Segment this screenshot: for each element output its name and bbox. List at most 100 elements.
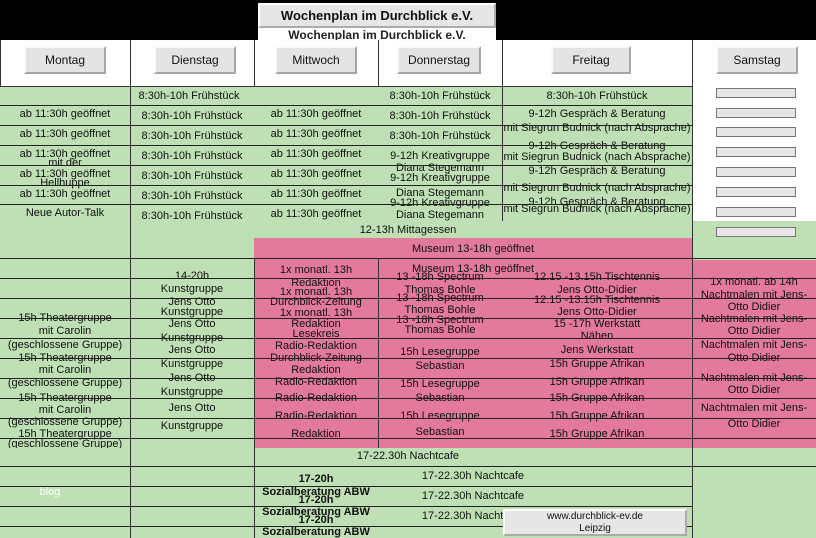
mittwoch-morning-1: ab 11:30h geöffnet: [270, 108, 362, 120]
day-cell-samstag: Samstag: [692, 40, 816, 86]
row-divider: [0, 358, 816, 359]
freitag-morning-8: mit Siegrun Budnick (nach Absprache): [503, 203, 691, 215]
mittwoch-afternoon-5: 1x monatl. 13h: [279, 307, 353, 319]
donnerstag-morning-7: 9-12h Kreativgruppe: [390, 197, 490, 209]
samstag-slot-3[interactable]: [716, 127, 796, 137]
montag-morning-1: ab 11:30h geöffnet: [19, 108, 111, 120]
row-divider: [0, 125, 692, 126]
row-divider: [0, 506, 692, 507]
samstag-slot-2[interactable]: [716, 108, 796, 118]
freitag-afternoon-7: Jens Werkstatt: [560, 344, 634, 356]
samstag-slot-7[interactable]: [716, 207, 796, 217]
mittwoch-evening-3: 17-20h: [298, 494, 334, 506]
donnerstag-morning-5: 9-12h Kreativgruppe: [390, 172, 490, 184]
mittwoch-morning-5: ab 11:30h geöffnet: [270, 188, 362, 200]
samstag-slot-6[interactable]: [716, 187, 796, 197]
dienstag-afternoon-8: Kunstgruppe: [160, 358, 224, 370]
freitag-morning-4: mit Siegrun Budnick (nach Absprache): [503, 151, 691, 163]
dienstag-morning-2: 8:30h-10h Frühstück: [141, 130, 243, 142]
samstag-slot-1[interactable]: [716, 88, 796, 98]
day-button-montag[interactable]: Montag: [24, 46, 106, 74]
mittwoch-afternoon-14: Redaktion: [291, 428, 341, 440]
donnerstag-afternoon-4: Thomas Bohle: [404, 304, 476, 316]
mittwoch-afternoon-11: Radio-Redaktion: [275, 376, 357, 388]
day-cell-dienstag: Dienstag: [130, 40, 254, 86]
row-divider: [0, 258, 816, 259]
mittwoch-afternoon-1: 1x monatl. 13h: [279, 264, 353, 276]
freitag-afternoon-1: 12.15 -13.15h Tischtennis: [534, 271, 660, 283]
mittwoch-morning-4: ab 11:30h geöffnet: [270, 168, 362, 180]
row-divider: [0, 318, 816, 319]
page-title-button[interactable]: Wochenplan im Durchblick e.V.: [258, 3, 496, 28]
row-divider: [0, 278, 816, 279]
day-button-dienstag[interactable]: Dienstag: [154, 46, 236, 74]
dienstag-afternoon-10: Kunstgruppe: [160, 386, 224, 398]
mittwoch-afternoon-7: Lesekreis: [292, 328, 340, 340]
montag-morning-4: ab 11:30h geöffnet: [19, 168, 111, 180]
dienstag-morning-4: 8:30h-10h Frühstück: [141, 170, 243, 182]
freitag-afternoon-12: 15h Gruppe Afrikan: [549, 428, 645, 440]
dienstag-afternoon-5: Jens Otto: [168, 318, 216, 330]
dienstag-afternoon-3: Jens Otto: [168, 296, 216, 308]
donnerstag-afternoon-2: Thomas Bohle: [404, 284, 476, 296]
row-divider: [0, 438, 816, 439]
day-cell-mittwoch: Mittwoch: [254, 40, 378, 86]
samstag-afternoon-11: Otto Didier: [727, 418, 781, 430]
day-button-freitag[interactable]: Freitag: [551, 46, 631, 74]
mittwoch-evening-5: 17-20h: [298, 514, 334, 526]
day-button-mittwoch[interactable]: Mittwoch: [275, 46, 357, 74]
samstag-afternoon-10: Nachtmalen mit Jens-: [700, 402, 808, 414]
donnerstag-morning-8: Diana Stegemann: [395, 209, 485, 221]
page-title-shadow: Wochenplan im Durchblick e.V.: [258, 28, 496, 40]
mittwoch-morning-3: ab 11:30h geöffnet: [270, 148, 362, 160]
freitag-afternoon-3: 12.15 -13.15h Tischtennis: [534, 294, 660, 306]
montag-evening: blog: [39, 486, 61, 498]
row-divider: [0, 185, 692, 186]
samstag-afternoon-4: Nachtmalen mit Jens-: [700, 313, 808, 325]
column-divider: [692, 86, 693, 538]
mittwoch-afternoon-2: Redaktion: [291, 277, 341, 289]
day-button-samstag[interactable]: Samstag: [716, 46, 798, 74]
freitag-morning-5: 9-12h Gespräch & Beratung: [528, 165, 666, 177]
dienstag-afternoon-12: Kunstgruppe: [160, 420, 224, 432]
museum-banner-repeat: Museum 13-18h geöffnet: [411, 263, 535, 275]
freitag-afternoon-5: 15 -17h Werkstatt: [553, 318, 641, 330]
website-link-button[interactable]: www.durchblick-ev.de Leipzig: [503, 509, 687, 536]
row-divider: [0, 338, 816, 339]
freitag-morning-2: mit Siegrun Budnick (nach Absprache): [503, 122, 691, 134]
samstag-slot-8[interactable]: [716, 227, 796, 237]
mittwoch-morning-6: ab 11:30h geöffnet: [270, 208, 362, 220]
samstag-afternoon-5: Otto Didier: [727, 325, 781, 337]
dienstag-afternoon-7: Jens Otto: [168, 344, 216, 356]
mittwoch-afternoon-3: 1x monatl. 13h: [279, 286, 353, 298]
freitag-morning-6: mit Siegrun Budnick (nach Absprache): [503, 182, 691, 194]
fruehstueck-banner-mid: 8:30h-10h Frühstück: [389, 90, 491, 102]
montag-afternoon-10: 15h Theatergruppe: [18, 428, 112, 440]
montag-afternoon-3: (geschlossene Gruppe): [7, 339, 123, 351]
mittagessen-banner: 12-13h Mittagessen: [359, 224, 457, 236]
dienstag-afternoon-2: Kunstgruppe: [160, 283, 224, 295]
nachtcafe-repeat-1: 17-22.30h Nachtcafe: [421, 470, 525, 482]
samstag-slot-4[interactable]: [716, 147, 796, 157]
day-button-donnerstag[interactable]: Donnerstag: [397, 46, 481, 74]
samstag-slot-5[interactable]: [716, 167, 796, 177]
montag-morning-5: ab 11:30h geöffnet: [19, 188, 111, 200]
mittwoch-afternoon-4: Durchblick-Zeitung: [270, 296, 362, 308]
dienstag-afternoon-4: Kunstgruppe: [160, 306, 224, 318]
row-divider: [0, 165, 692, 166]
donnerstag-afternoon-6: Thomas Bohle: [404, 324, 476, 336]
montag-morning-overlap-3: Neue Autor-Talk: [25, 207, 105, 219]
column-divider: [378, 258, 379, 448]
nachtcafe-repeat-3: 17-22.30h Nachtcafe: [421, 510, 525, 522]
mittwoch-evening-1: 17-20h: [298, 473, 334, 485]
montag-afternoon-5: mit Carolin: [38, 364, 92, 376]
mittwoch-evening-4: Sozialberatung ABW: [262, 506, 370, 518]
montag-afternoon-8: mit Carolin: [38, 404, 92, 416]
freitag-morning-3: 9-12h Gespräch & Beratung: [528, 140, 666, 152]
mittwoch-evening-6: Sozialberatung ABW: [262, 526, 370, 538]
museum-block: [254, 238, 692, 448]
samstag-afternoon-2: Nachtmalen mit Jens-: [700, 289, 808, 301]
mittwoch-evening-2: Sozialberatung ABW: [262, 486, 370, 498]
freitag-morning-1: 9-12h Gespräch & Beratung: [528, 108, 666, 120]
dienstag-morning-3: 8:30h-10h Frühstück: [141, 150, 243, 162]
